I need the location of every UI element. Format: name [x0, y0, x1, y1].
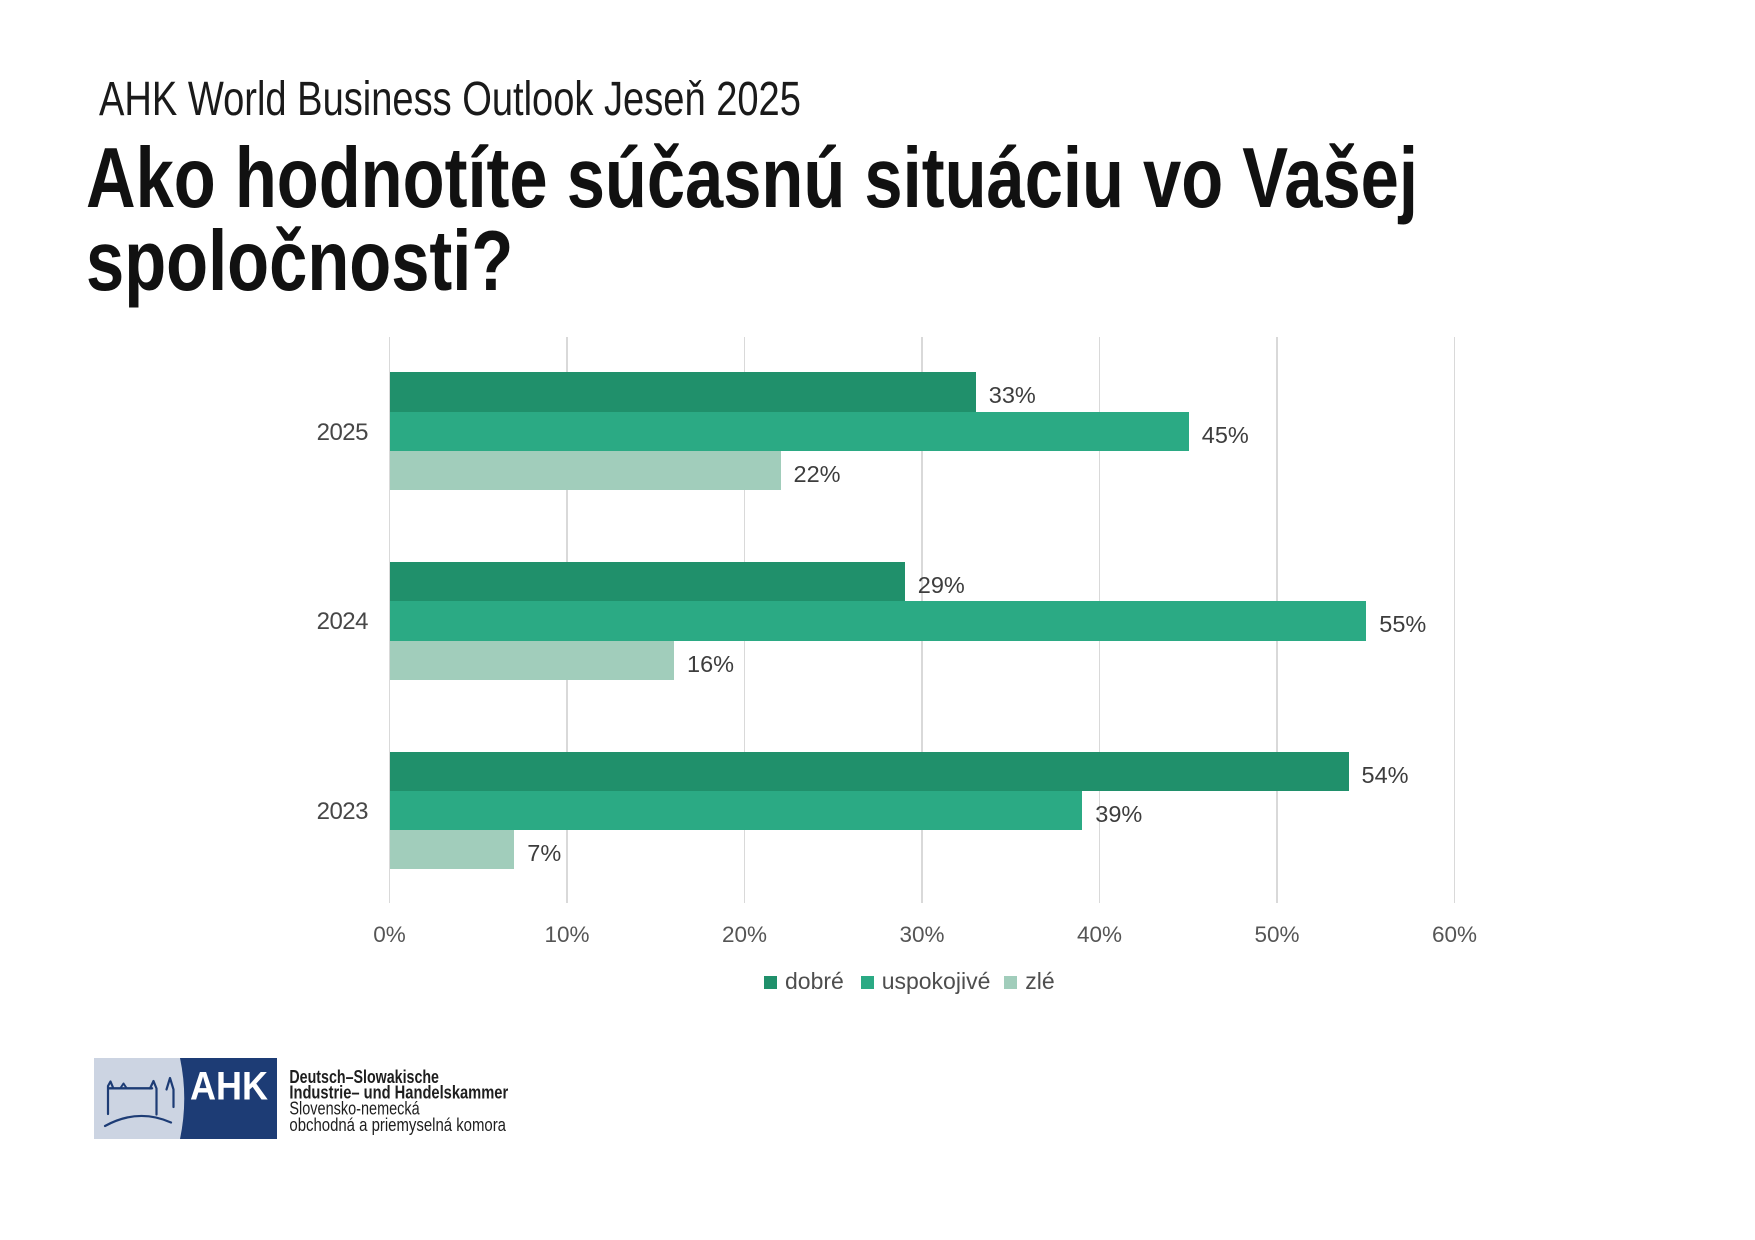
- svg-text:obchodná a priemyselná komora: obchodná a priemyselná komora: [289, 1115, 506, 1135]
- svg-text:Slovensko-nemecká: Slovensko-nemecká: [289, 1099, 420, 1119]
- svg-text:Deutsch–Slowakische: Deutsch–Slowakische: [289, 1067, 439, 1087]
- svg-text:Industrie– und Handelskammer: Industrie– und Handelskammer: [289, 1083, 508, 1103]
- svg-text:AHK: AHK: [190, 1065, 268, 1109]
